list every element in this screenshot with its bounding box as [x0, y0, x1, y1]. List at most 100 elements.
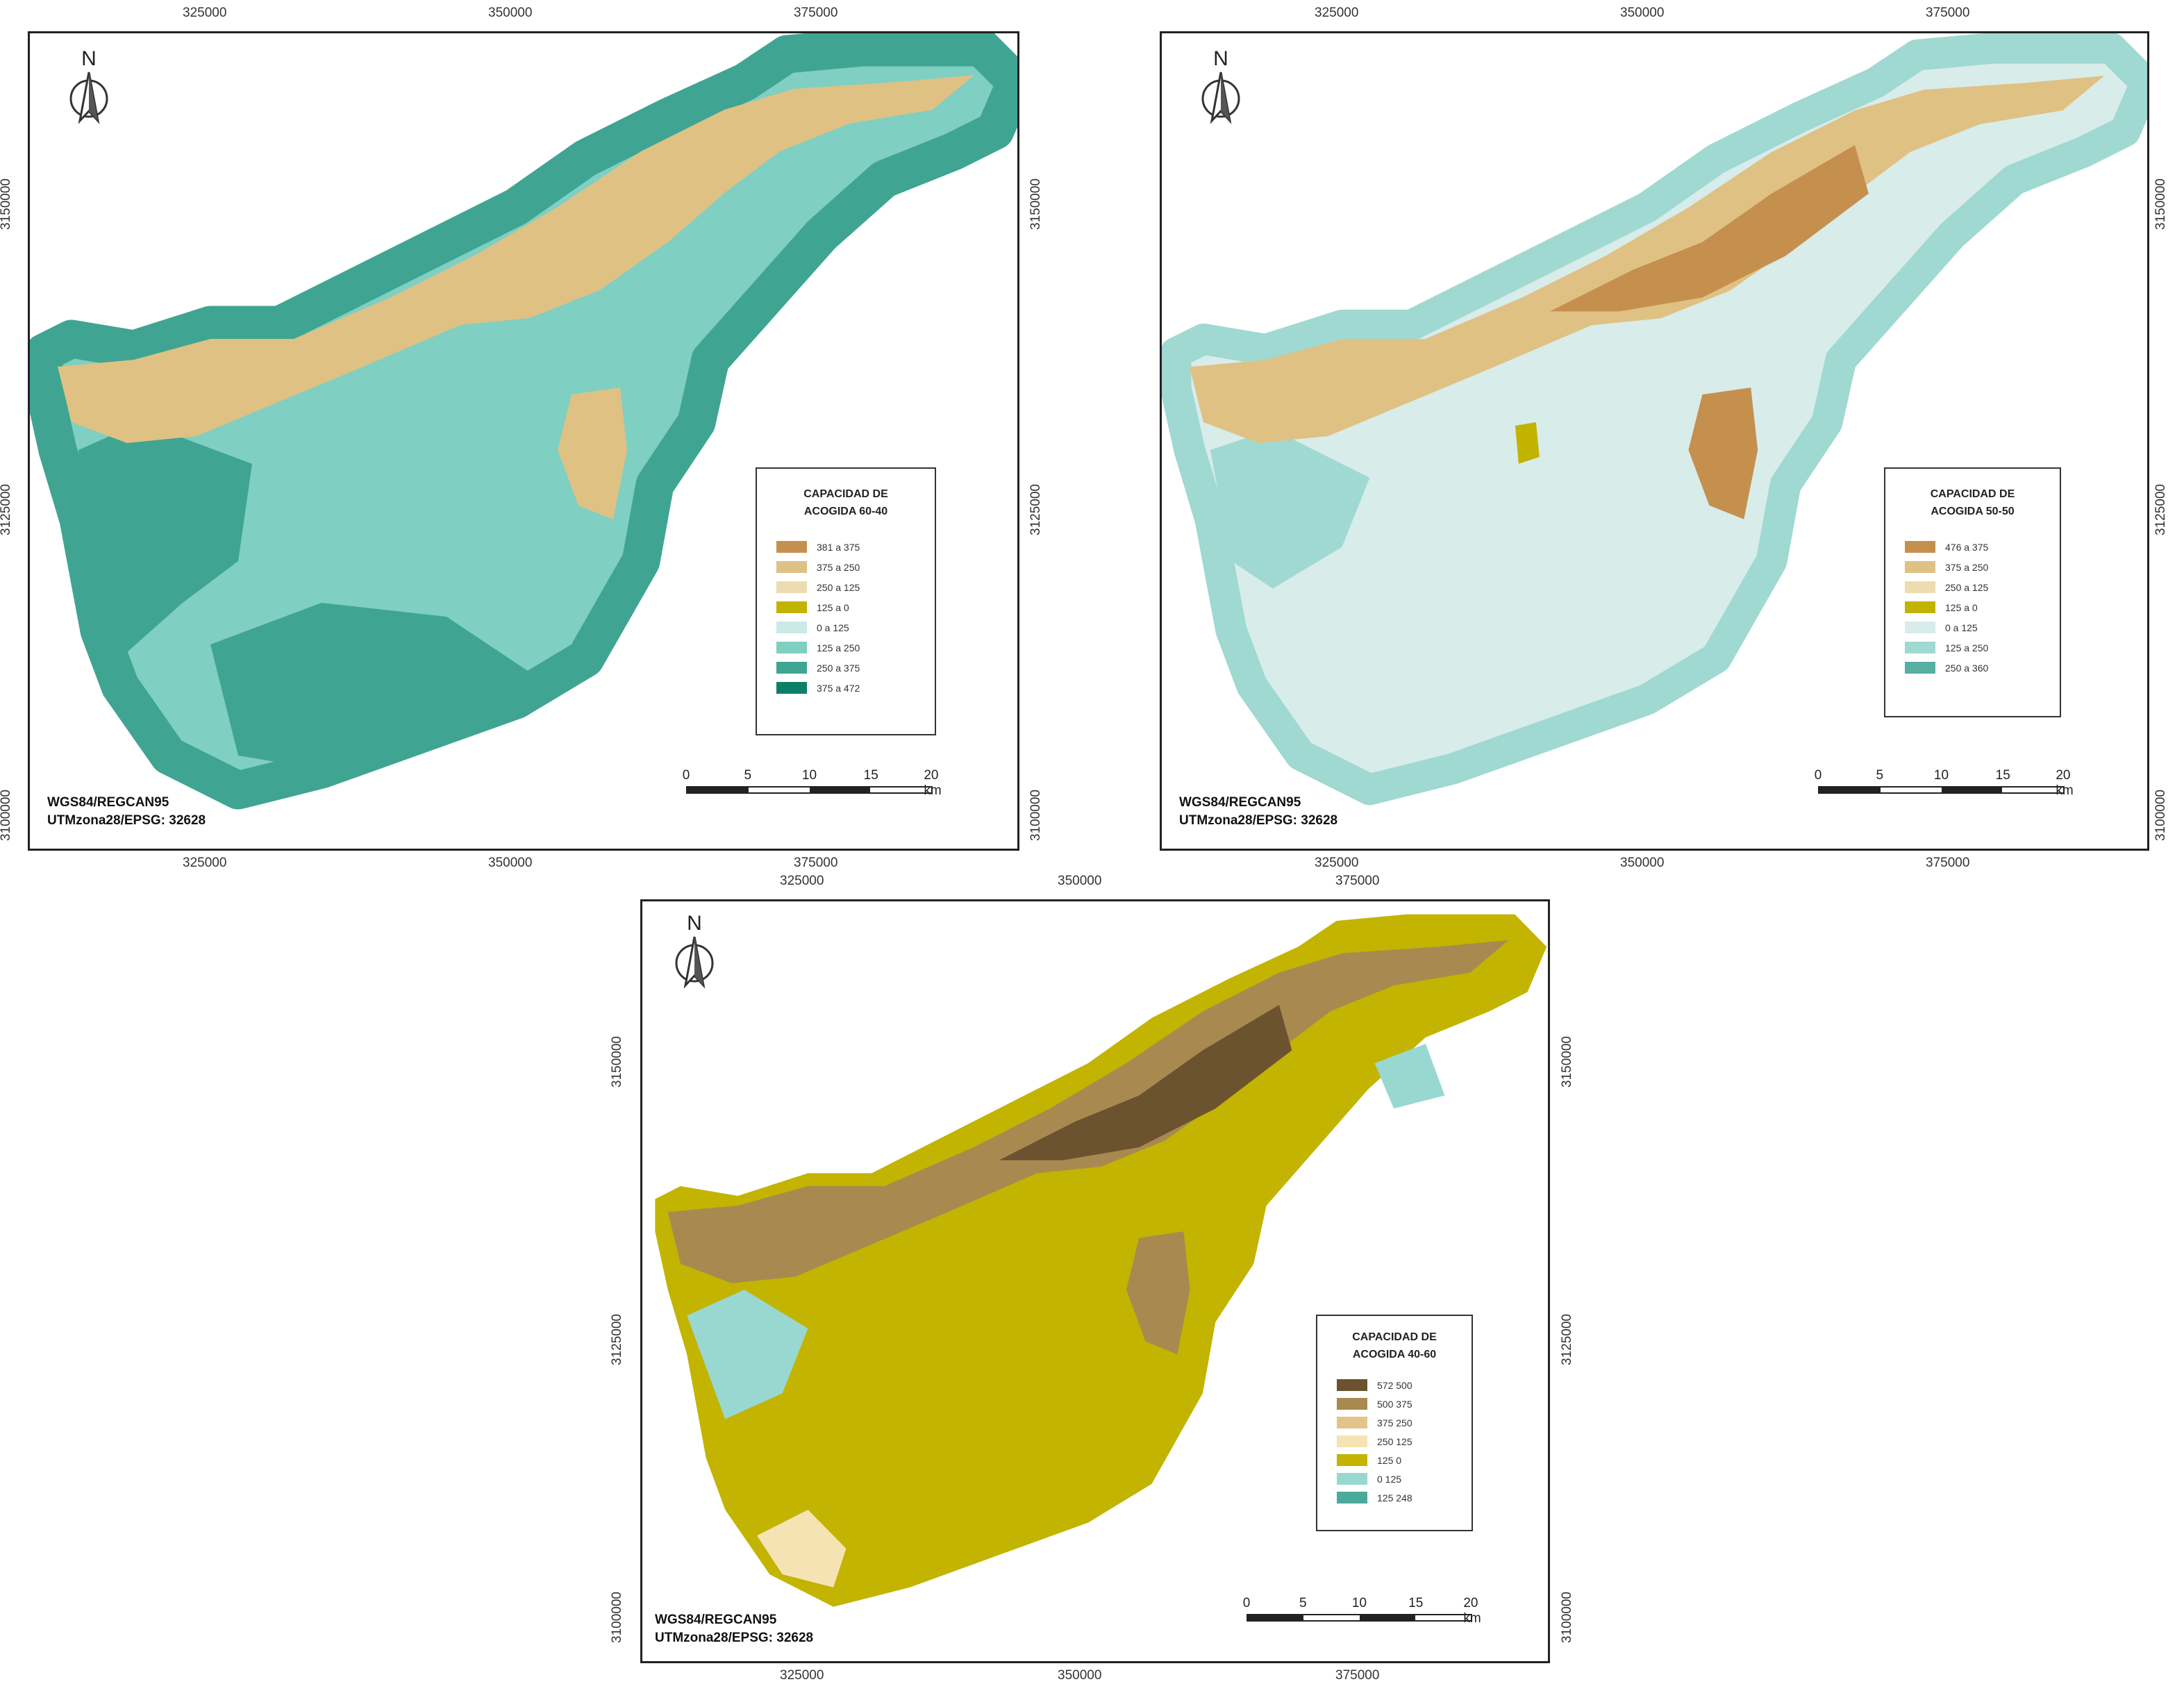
central-ridge — [58, 75, 974, 443]
scale-label: 5 — [1876, 768, 1884, 783]
x-tick-top: 350000 — [488, 6, 533, 20]
ridge-core — [999, 1005, 1292, 1160]
y-tick-right: 3100000 — [1559, 1592, 1574, 1643]
x-tick-top: 325000 — [1315, 6, 1359, 20]
north-label: N — [687, 912, 702, 935]
legend-item: 125 248 — [1317, 1488, 1472, 1507]
scale-label: 0 — [1242, 1596, 1251, 1610]
crs-label: WGS84/REGCAN95 UTMzona28/EPSG: 32628 — [1179, 795, 1338, 828]
legend-swatch — [1337, 1454, 1367, 1466]
x-tick-bottom: 325000 — [780, 1668, 824, 1683]
light-zone-west — [687, 1290, 808, 1419]
x-tick-top: 375000 — [1335, 874, 1380, 888]
legend-swatch — [776, 541, 807, 553]
coast-band — [30, 33, 1017, 810]
y-tick-left: 3150000 — [609, 1036, 624, 1088]
ridge-spur — [558, 388, 627, 519]
scale-label: 0 — [1814, 768, 1822, 783]
scale-label: 5 — [744, 768, 752, 783]
ridge-spur — [1688, 388, 1758, 519]
legend-item: 125 0 — [1317, 1451, 1472, 1469]
x-tick-bottom: 325000 — [183, 856, 227, 870]
legend-swatch — [1905, 561, 1935, 573]
legend-item: 250 a 375 — [757, 658, 935, 678]
x-tick-bottom: 350000 — [488, 856, 533, 870]
central-ridge — [667, 940, 1509, 1283]
y-tick-right: 3125000 — [2153, 484, 2168, 535]
legend-swatch — [1905, 581, 1935, 593]
legend-item: 381 a 375 — [757, 537, 935, 557]
north-arrow: N — [1190, 47, 1252, 124]
scale-label: 15 — [863, 768, 878, 783]
legend-item: 375 a 472 — [757, 678, 935, 698]
legend-swatch — [1337, 1379, 1367, 1391]
scale-bar: 0 5 10 15 20 km — [1243, 1596, 1481, 1626]
x-tick-top: 375000 — [1926, 6, 1970, 20]
crs-label: WGS84/REGCAN95 UTMzona28/EPSG: 32628 — [655, 1613, 814, 1645]
legend-swatch — [1337, 1417, 1367, 1428]
legend-swatch — [776, 682, 807, 694]
island-base — [655, 914, 1547, 1607]
legend-item: 476 a 375 — [1885, 537, 2060, 557]
scale-label: 10 — [801, 768, 817, 783]
legend-item: 0 a 125 — [1885, 617, 2060, 638]
north-arrow-icon — [1201, 72, 1240, 124]
scale-label: 20 km — [1463, 1596, 1481, 1626]
map-panel-60-40: 325000 350000 375000 N CAPACIDAD DE ACOG… — [0, 0, 1083, 870]
legend-swatch — [776, 622, 807, 633]
central-ridge — [1189, 76, 2105, 443]
y-tick-right: 3150000 — [1559, 1036, 1574, 1088]
map-panel-40-60: 325000 350000 375000 N CAPACIDAD DE ACOG… — [609, 868, 1597, 1691]
legend-title: CAPACIDAD DE ACOGIDA 60-40 — [803, 488, 888, 517]
scale-label: 20 km — [2056, 768, 2074, 798]
legend-item: 0 125 — [1317, 1469, 1472, 1488]
legend-item: 375 250 — [1317, 1413, 1472, 1432]
legend-item: 375 a 250 — [757, 557, 935, 577]
x-tick-bottom: 375000 — [794, 856, 838, 870]
legend-swatch — [1905, 622, 1935, 633]
legend-title: CAPACIDAD DE ACOGIDA 40-60 — [1352, 1331, 1437, 1360]
y-tick-left: 3100000 — [609, 1592, 624, 1643]
light-zone-south — [757, 1509, 847, 1588]
scale-label: 20 km — [924, 768, 942, 798]
island-base — [1175, 48, 2147, 790]
map-frame: N CAPACIDAD DE ACOGIDA 40-60 572 500 500… — [640, 899, 1550, 1663]
legend-item: 572 500 — [1317, 1376, 1472, 1394]
west-zone — [1210, 429, 1370, 589]
legend-swatch — [1905, 662, 1935, 674]
north-label: N — [1213, 47, 1228, 70]
legend-item: 125 a 250 — [757, 638, 935, 658]
scale-label: 15 — [1408, 1596, 1424, 1610]
coast-band — [1162, 33, 2147, 806]
west-dark-zone — [78, 422, 252, 658]
legend-item: 250 a 125 — [757, 577, 935, 597]
x-tick-bottom: 350000 — [1620, 856, 1665, 870]
scale-label: 10 — [1933, 768, 1949, 783]
south-dark-zone — [210, 603, 530, 769]
legend-item: 500 375 — [1317, 1394, 1472, 1413]
x-tick-bottom: 375000 — [1335, 1668, 1380, 1683]
y-tick-right: 3100000 — [1028, 790, 1043, 841]
island-base — [44, 47, 1016, 790]
x-tick-bottom: 325000 — [1315, 856, 1359, 870]
legend: CAPACIDAD DE ACOGIDA 40-60 572 500 500 3… — [1316, 1315, 1473, 1531]
legend-item: 250 125 — [1317, 1432, 1472, 1451]
legend-swatch — [776, 561, 807, 573]
legend-item: 0 a 125 — [757, 617, 935, 638]
ridge-core — [1549, 144, 1869, 312]
y-tick-left: 3100000 — [0, 790, 13, 841]
x-tick-top: 325000 — [183, 6, 227, 20]
north-arrow-icon — [675, 936, 714, 989]
x-tick-top: 350000 — [1058, 874, 1102, 888]
legend-swatch — [1337, 1435, 1367, 1447]
legend-item: 125 a 250 — [1885, 638, 2060, 658]
ridge-spur — [1126, 1231, 1190, 1355]
island-map — [30, 33, 1017, 810]
legend-swatch — [1337, 1398, 1367, 1410]
legend: CAPACIDAD DE ACOGIDA 60-40 381 a 375 375… — [756, 467, 936, 735]
light-zone-east — [1374, 1044, 1445, 1109]
y-tick-right: 3125000 — [1559, 1314, 1574, 1365]
olive-patch — [1515, 422, 1540, 464]
crs-label: WGS84/REGCAN95 UTMzona28/EPSG: 32628 — [47, 795, 206, 828]
scale-label: 0 — [682, 768, 690, 783]
